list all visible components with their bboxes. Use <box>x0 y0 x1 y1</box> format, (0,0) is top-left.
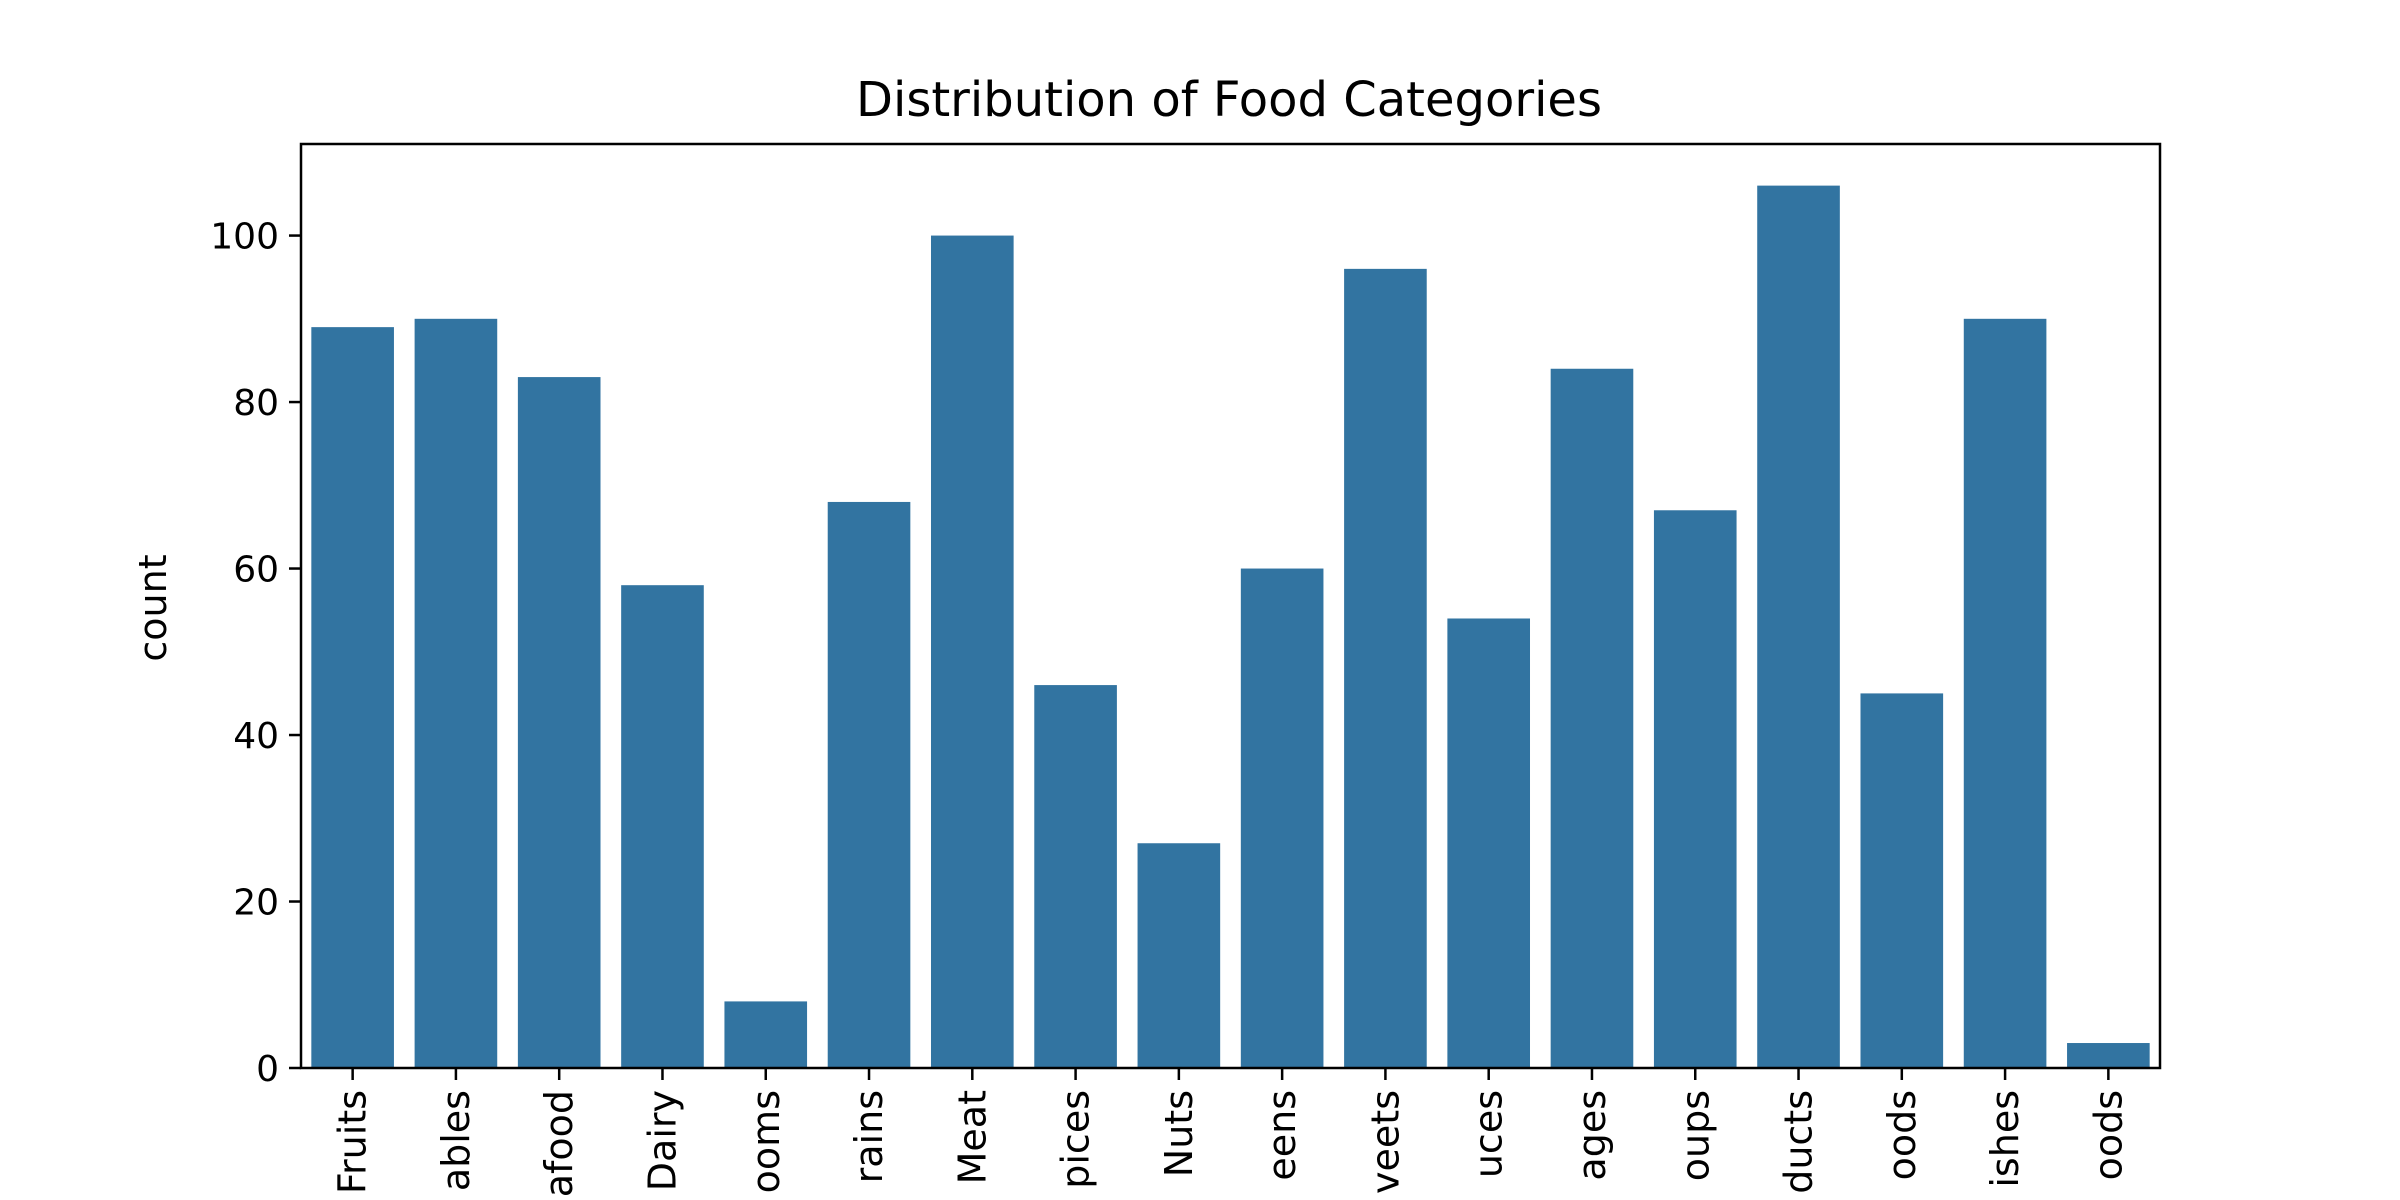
y-axis-label: count <box>131 554 175 661</box>
bar-14 <box>1757 185 1840 1068</box>
x-tick-label-2: afood <box>537 1090 581 1197</box>
x-tick-label-14: ducts <box>1777 1090 1821 1194</box>
bar-7 <box>1034 685 1117 1068</box>
x-tick-label-16: ishes <box>1983 1090 2027 1188</box>
bar-15 <box>1860 693 1944 1068</box>
x-tick-label-10: veets <box>1363 1090 1407 1194</box>
bar-11 <box>1447 618 1531 1068</box>
x-tick-label-15: oods <box>1880 1090 1924 1180</box>
bar-0 <box>311 327 394 1068</box>
x-tick-label-5: rains <box>847 1090 891 1183</box>
bar-6 <box>930 235 1014 1068</box>
bar-9 <box>1240 568 1324 1068</box>
x-tick-label-3: Dairy <box>640 1090 684 1191</box>
bar-10 <box>1344 268 1427 1068</box>
y-axis-ticks: 0 20 40 60 80 100 <box>210 217 301 1090</box>
chart-title: Distribution of Food Categories <box>856 72 1602 128</box>
x-axis-ticks: Fruits ables afood Dairy ooms rains Meat pices N… <box>331 1068 2130 1197</box>
x-tick-label-1: ables <box>434 1090 478 1191</box>
y-tick-label-5: 100 <box>210 217 279 258</box>
bar-8 <box>1137 843 1221 1068</box>
bar-1 <box>414 318 498 1069</box>
x-tick-label-7: pices <box>1054 1090 1098 1189</box>
bar-13 <box>1653 510 1737 1068</box>
bar-17 <box>2067 1043 2150 1068</box>
y-tick-label-0: 0 <box>256 1049 279 1090</box>
bar-16 <box>1963 318 2047 1069</box>
x-tick-label-9: eens <box>1260 1090 1304 1181</box>
x-tick-label-11: uces <box>1467 1090 1511 1178</box>
x-tick-label-17: oods <box>2086 1090 2130 1180</box>
bar-2 <box>517 377 601 1069</box>
plot-frame <box>299 142 2162 1070</box>
bar-3 <box>621 585 704 1068</box>
y-tick-label-1: 20 <box>233 883 279 924</box>
y-tick-label-3: 60 <box>233 550 279 591</box>
x-tick-label-6: Meat <box>950 1090 994 1184</box>
x-tick-label-4: ooms <box>744 1090 788 1193</box>
x-tick-label-12: ages <box>1570 1090 1614 1181</box>
x-tick-label-0: Fruits <box>331 1090 375 1194</box>
x-tick-label-8: Nuts <box>1157 1090 1201 1177</box>
bars-group <box>311 185 2150 1069</box>
bar-4 <box>724 1001 808 1068</box>
y-tick-label-2: 40 <box>233 716 279 757</box>
y-tick-label-4: 80 <box>233 383 279 424</box>
bar-12 <box>1550 368 1634 1069</box>
x-tick-label-13: oups <box>1673 1090 1717 1181</box>
bar-5 <box>827 501 911 1069</box>
